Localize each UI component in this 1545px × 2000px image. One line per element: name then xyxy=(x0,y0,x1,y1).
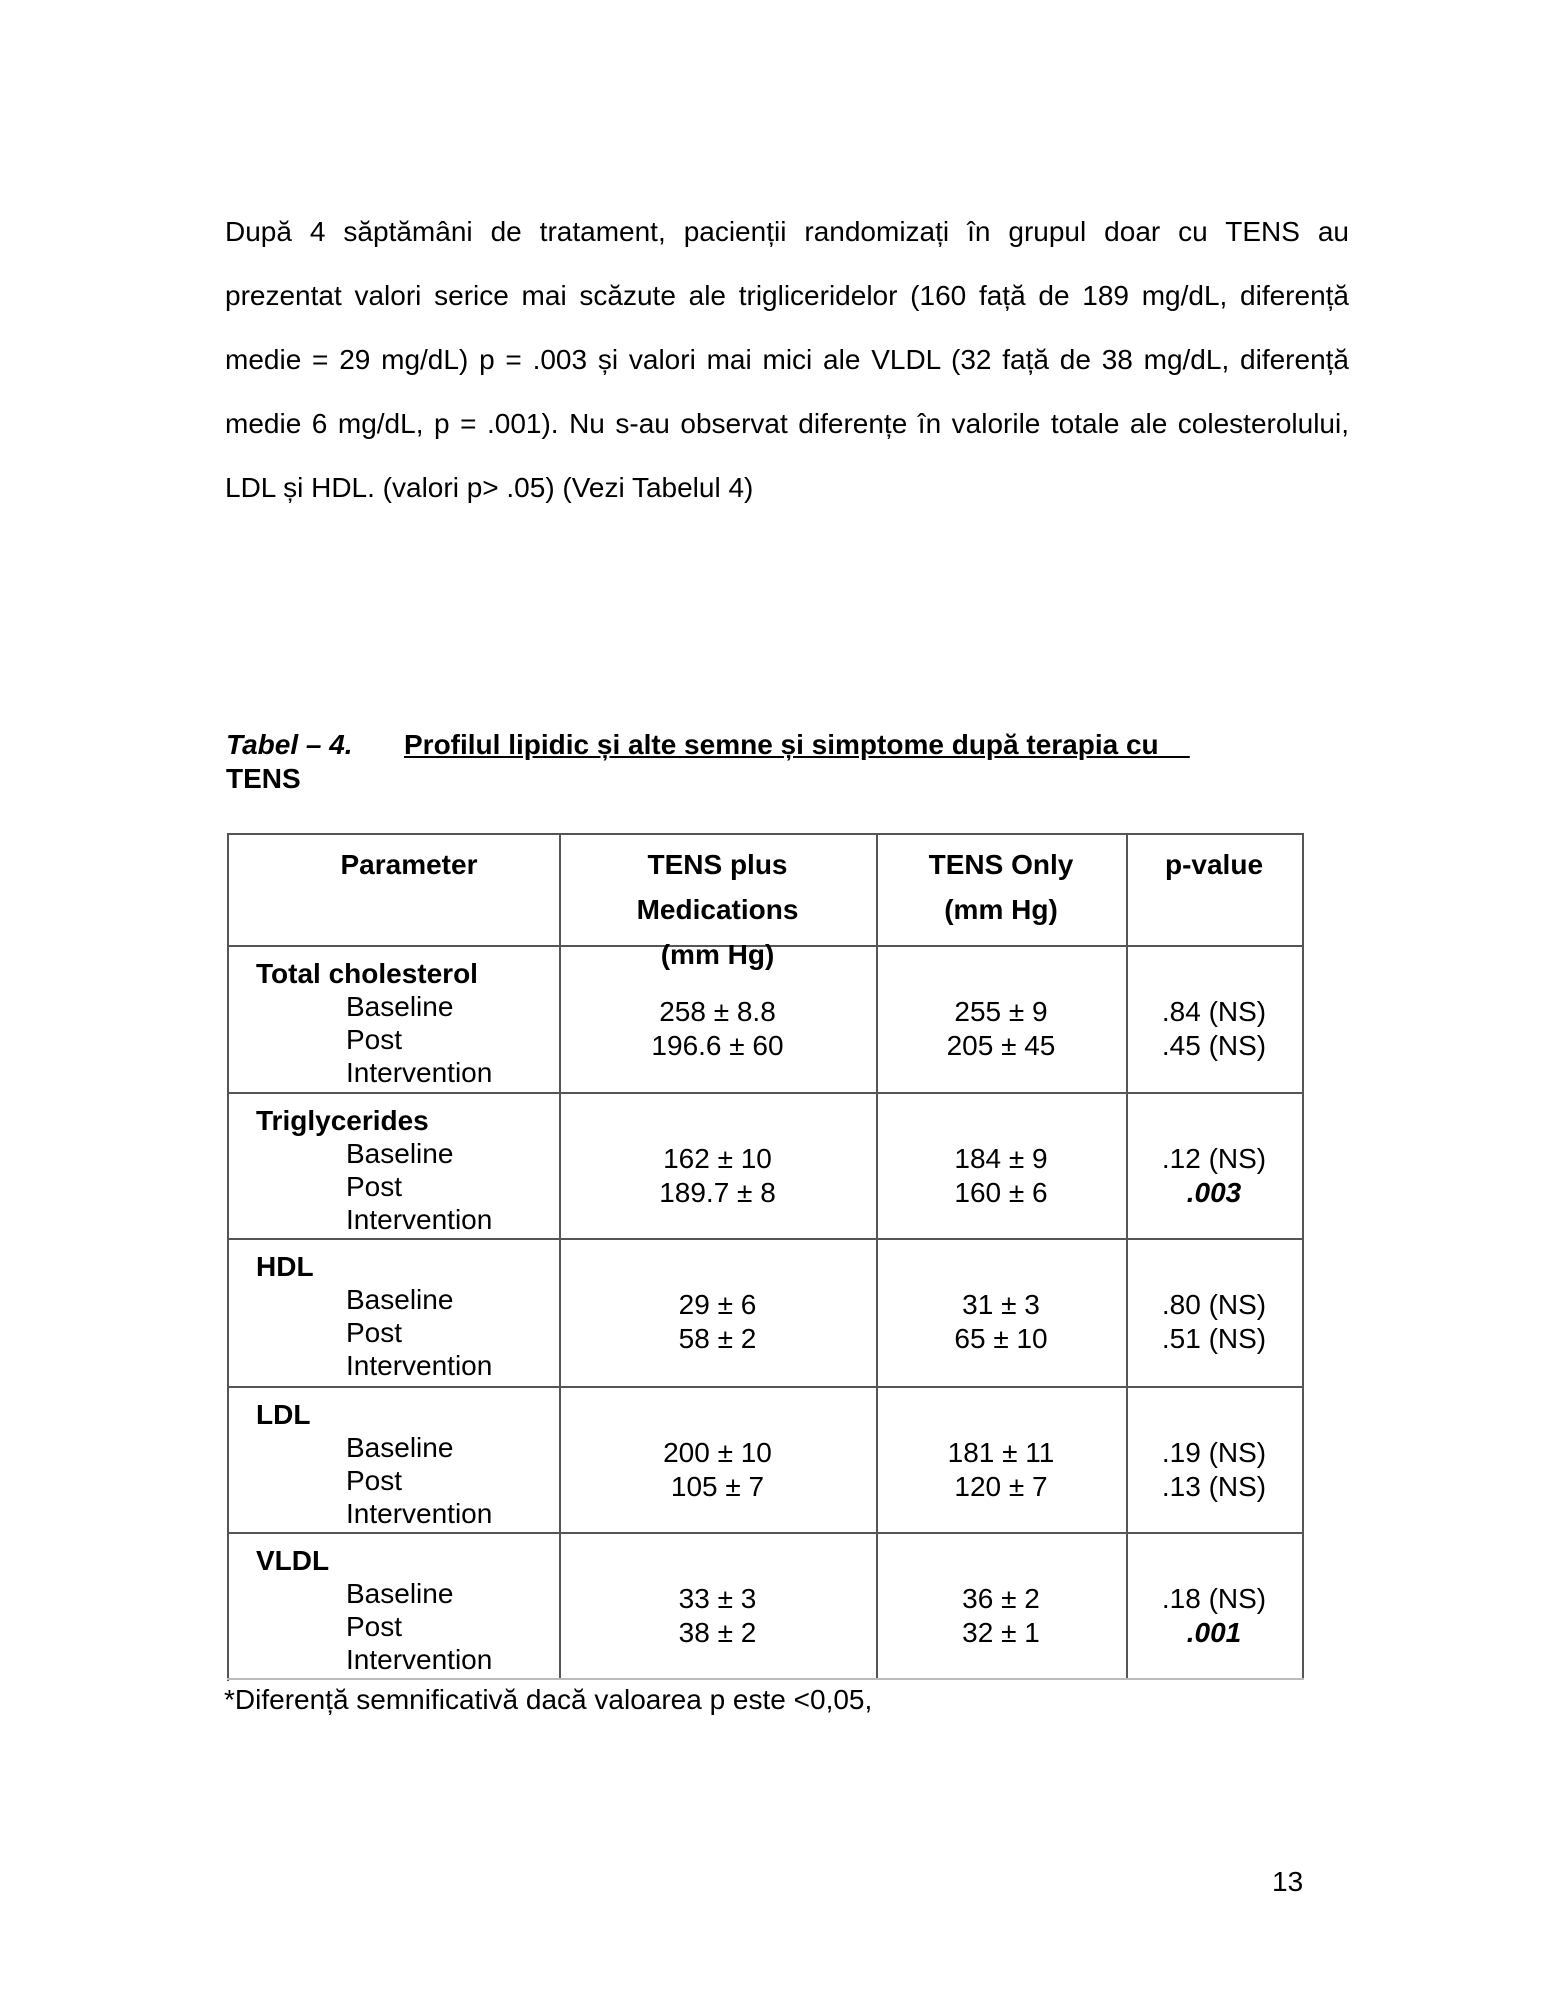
header-tens-plus: TENS plus Medications (mm Hg) xyxy=(636,849,799,970)
sub-labels: Baseline Post Intervention xyxy=(346,991,493,1088)
row-divider xyxy=(227,945,1304,947)
row-divider xyxy=(227,1386,1304,1388)
row-divider xyxy=(227,1238,1304,1240)
table-row: HDL Baseline Post Intervention 29 ± 6 58 ± … xyxy=(227,1238,1302,1384)
column-divider xyxy=(559,833,561,1679)
header-tens-only: TENS Only (mm Hg) xyxy=(928,849,1074,925)
tens-plus-values: 200 ± 10 105 ± 7 xyxy=(663,1437,772,1502)
p-values: .19 (NS) .13 (NS) xyxy=(1161,1437,1267,1502)
column-divider xyxy=(1126,833,1128,1679)
tens-only-values: 181 ± 11 120 ± 7 xyxy=(947,1437,1055,1502)
table-row: Triglycerides Baseline Post Intervention 1… xyxy=(227,1092,1302,1238)
page-number: 13 xyxy=(1272,1866,1304,1897)
parameter-name: Triglycerides xyxy=(256,1105,429,1136)
table-title-cont: TENS xyxy=(226,763,301,794)
sub-labels: Baseline Post Intervention xyxy=(346,1138,493,1235)
body-paragraph: După 4 săptămâni de tratament, pacienții… xyxy=(225,216,1349,503)
parameter-name: LDL xyxy=(256,1399,311,1430)
table-title: Profilul lipidic și alte semne și simpto… xyxy=(404,729,1190,760)
table-caption: Tabel – 4. Profilul lipidic și alte semne… xyxy=(226,728,1326,796)
parameter-name: Total cholesterol xyxy=(256,958,478,989)
p-values: .80 (NS) .51 (NS) xyxy=(1161,1289,1267,1354)
header-p-value: p-value xyxy=(1164,849,1264,880)
tens-only-values: 184 ± 9 160 ± 6 xyxy=(954,1143,1048,1208)
tens-plus-values: 258 ± 8.8 196.6 ± 60 xyxy=(651,996,784,1061)
parameter-name: HDL xyxy=(256,1251,314,1282)
lipid-table xyxy=(227,833,1304,1681)
column-divider xyxy=(1302,833,1304,1679)
sub-labels: Baseline Post Intervention xyxy=(346,1284,493,1381)
tens-only-values: 36 ± 2 32 ± 1 xyxy=(962,1583,1040,1648)
sub-labels: Baseline Post Intervention xyxy=(346,1432,493,1529)
parameter-name: VLDL xyxy=(256,1545,330,1576)
row-divider xyxy=(227,1678,1304,1680)
tens-plus-values: 162 ± 10 189.7 ± 8 xyxy=(659,1143,776,1208)
footnote: *Diferență semnificativă dacă valoarea p… xyxy=(224,1684,873,1715)
tens-only-values: 255 ± 9 205 ± 45 xyxy=(946,996,1056,1061)
table-row: Total cholesterol Baseline Post Interventi… xyxy=(227,945,1302,1091)
p-values: .84 (NS) .45 (NS) xyxy=(1161,996,1267,1061)
tens-plus-values: 33 ± 3 38 ± 2 xyxy=(678,1583,757,1648)
p-values: .12 (NS) .003 xyxy=(1161,1143,1267,1208)
table-row: LDL Baseline Post Intervention 200 ± 10 105… xyxy=(227,1386,1302,1532)
header-parameter: Parameter xyxy=(340,849,478,880)
sub-labels: Baseline Post Intervention xyxy=(346,1578,493,1675)
table-label: Tabel – 4. xyxy=(226,729,353,760)
tens-plus-values: 29 ± 6 58 ± 2 xyxy=(678,1289,757,1354)
row-divider xyxy=(227,1092,1304,1094)
row-divider xyxy=(227,1532,1304,1534)
column-divider xyxy=(876,833,878,1679)
p-values: .18 (NS) .001 xyxy=(1161,1583,1267,1648)
tens-only-values: 31 ± 3 65 ± 10 xyxy=(954,1289,1048,1354)
table-row: VLDL Baseline Post Intervention 33 ± 3 38 ±… xyxy=(227,1532,1302,1678)
